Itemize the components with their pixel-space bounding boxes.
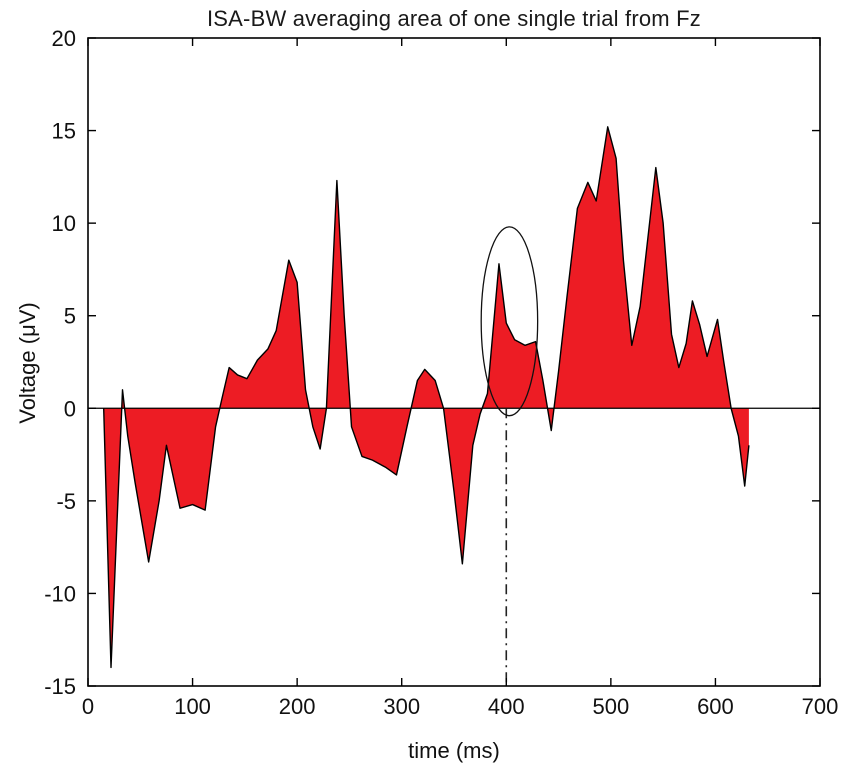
x-tick-label: 100	[174, 694, 211, 719]
x-tick-label: 400	[488, 694, 525, 719]
x-axis-label: time (ms)	[408, 738, 500, 763]
signal-trace	[102, 126, 750, 669]
y-tick-label: -15	[44, 674, 76, 699]
y-tick-label: 20	[52, 26, 76, 51]
y-tick-label: -5	[56, 489, 76, 514]
y-tick-label: 10	[52, 211, 76, 236]
x-tick-label: 700	[802, 694, 839, 719]
area-fill	[103, 126, 749, 668]
x-tick-label: 500	[592, 694, 629, 719]
plot-border	[87, 37, 821, 687]
y-tick-label: 0	[64, 396, 76, 421]
y-tick-label: 5	[64, 304, 76, 329]
ellipse-annotation	[480, 226, 539, 417]
x-tick-label: 600	[697, 694, 734, 719]
y-tick-label: -10	[44, 581, 76, 606]
x-tick-label: 200	[279, 694, 316, 719]
x-tick-label: 300	[383, 694, 420, 719]
chart-title: ISA-BW averaging area of one single tria…	[206, 6, 701, 31]
y-tick-label: 15	[52, 119, 76, 144]
x-tick-label: 0	[82, 694, 94, 719]
